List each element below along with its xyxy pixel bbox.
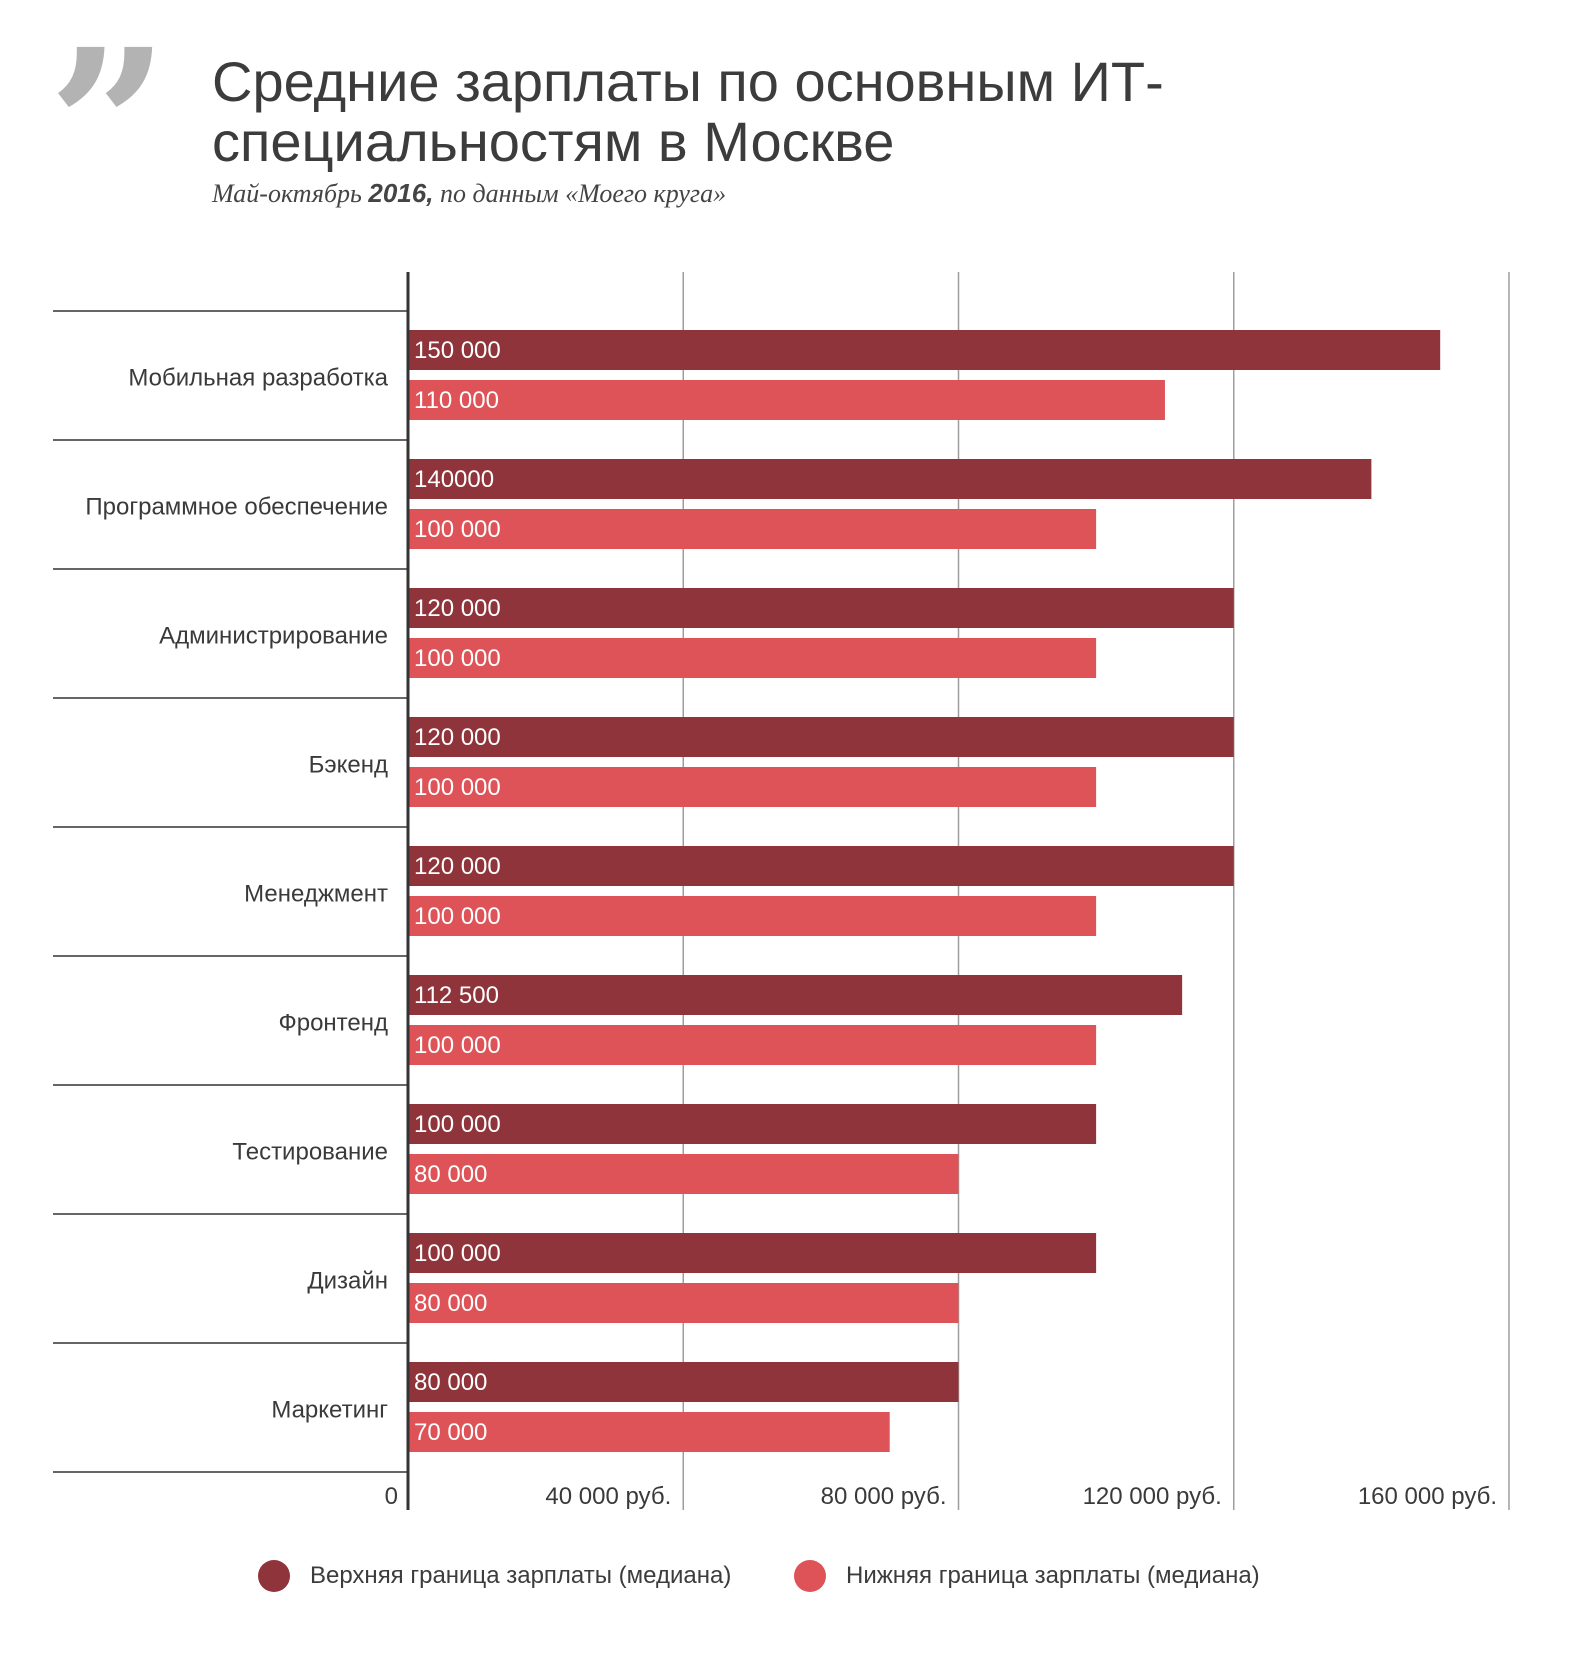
bar [408, 380, 1165, 420]
bar [408, 330, 1441, 370]
bar-value-label: 140000 [414, 466, 494, 493]
bar [408, 459, 1372, 499]
chart-title: Средние зарплаты по основным ИТ-специаль… [212, 50, 1164, 173]
legend-label-lower: Нижняя граница зарплаты (медиана) [846, 1562, 1260, 1589]
bar-value-label: 70 000 [414, 1419, 487, 1446]
category-label: Администрирование [159, 623, 388, 650]
bar-value-label: 100 000 [414, 1032, 501, 1059]
legend-item-upper: Верхняя граница зарплаты (медиана) [258, 1560, 731, 1592]
chart-subtitle: Май-октябрь 2016, по данным «Моего круга… [212, 178, 726, 209]
category-label: Мобильная разработка [128, 365, 388, 392]
bar-value-label: 100 000 [414, 903, 501, 930]
subtitle-year: 2016, [368, 178, 434, 208]
bar-value-label: 80 000 [414, 1369, 487, 1396]
bar-value-label: 100 000 [414, 645, 501, 672]
bar [408, 1283, 959, 1323]
legend-swatch-lower [794, 1560, 826, 1592]
bar [408, 846, 1234, 886]
bar [408, 1362, 959, 1402]
bar [408, 975, 1183, 1015]
x-tick-label: 40 000 руб. [545, 1483, 671, 1510]
bar-value-label: 112 500 [414, 982, 499, 1009]
legend-item-lower: Нижняя граница зарплаты (медиана) [794, 1560, 1260, 1592]
category-label: Программное обеспечение [85, 494, 388, 521]
x-tick-label: 80 000 руб. [821, 1483, 947, 1510]
bar-value-label: 120 000 [414, 595, 501, 622]
bar-value-label: 110 000 [414, 387, 499, 414]
bar-value-label: 100 000 [414, 516, 501, 543]
chart-legend: Верхняя граница зарплаты (медиана) Нижня… [0, 1560, 1588, 1600]
bar-value-label: 150 000 [414, 337, 501, 364]
x-tick-label: 120 000 руб. [1083, 1483, 1222, 1510]
bar-value-label: 80 000 [414, 1290, 487, 1317]
legend-swatch-upper [258, 1560, 290, 1592]
bar-value-label: 100 000 [414, 1240, 501, 1267]
category-label: Фронтенд [278, 1010, 388, 1037]
bar-value-label: 120 000 [414, 853, 501, 880]
bar-value-label: 100 000 [414, 1111, 501, 1138]
subtitle-period: Май-октябрь [212, 179, 369, 208]
bar-value-label: 120 000 [414, 724, 501, 751]
bar [408, 638, 1097, 678]
subtitle-source: по данным «Моего круга» [433, 179, 727, 208]
salary-bar-chart: Мобильная разработка 150 000 110 000 Програ… [53, 272, 1510, 1510]
bar [408, 896, 1097, 936]
category-label: Тестирование [232, 1139, 388, 1166]
bar [408, 717, 1234, 757]
bar-value-label: 100 000 [414, 774, 501, 801]
x-tick-label: 160 000 руб. [1358, 1483, 1497, 1510]
bar [408, 1104, 1097, 1144]
legend-label-upper: Верхняя граница зарплаты (медиана) [310, 1562, 732, 1589]
category-label: Дизайн [307, 1268, 388, 1295]
bar [408, 1025, 1097, 1065]
bar [408, 1233, 1097, 1273]
category-label: Маркетинг [271, 1397, 388, 1424]
x-tick-label: 0 [385, 1483, 398, 1510]
bar [408, 1154, 959, 1194]
bar-value-label: 80 000 [414, 1161, 487, 1188]
bar [408, 588, 1234, 628]
bar [408, 509, 1097, 549]
category-label: Менеджмент [244, 881, 388, 908]
quote-mark-icon: ” [48, 3, 169, 250]
bar [408, 767, 1097, 807]
bar [408, 1412, 890, 1452]
category-label: Бэкенд [309, 752, 388, 779]
